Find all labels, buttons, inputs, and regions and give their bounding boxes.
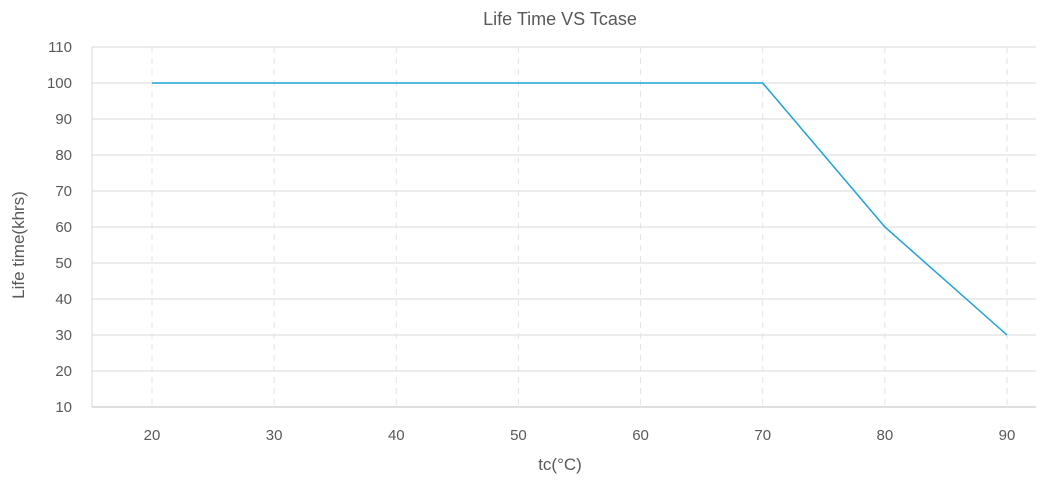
series-line bbox=[152, 82, 1008, 336]
y-tick-label: 110 bbox=[48, 39, 72, 56]
x-tick-labels: 20 30 40 50 60 70 80 90 bbox=[144, 427, 1016, 444]
x-tick-label: 20 bbox=[144, 427, 161, 444]
y-tick-label: 50 bbox=[55, 255, 72, 272]
y-tick-label: 70 bbox=[55, 183, 72, 200]
y-tick-label: 90 bbox=[55, 111, 72, 128]
x-tick-label: 40 bbox=[388, 427, 405, 444]
x-tick-label: 70 bbox=[754, 427, 771, 444]
y-tick-label: 10 bbox=[55, 399, 72, 416]
x-tick-label: 60 bbox=[632, 427, 649, 444]
x-tick-label: 90 bbox=[999, 427, 1016, 444]
grid-lines bbox=[92, 46, 1036, 407]
y-tick-label: 100 bbox=[47, 75, 72, 92]
x-tick-label: 80 bbox=[877, 427, 894, 444]
y-tick-label: 80 bbox=[55, 147, 72, 164]
y-tick-label: 30 bbox=[55, 327, 72, 344]
series-lines bbox=[152, 82, 1008, 336]
chart-title: Life Time VS Tcase bbox=[483, 9, 637, 29]
x-tick-label: 30 bbox=[266, 427, 283, 444]
x-tick-label: 50 bbox=[510, 427, 527, 444]
y-tick-label: 20 bbox=[55, 363, 72, 380]
axes bbox=[91, 47, 1036, 408]
y-axis-title: Life time(khrs) bbox=[9, 191, 28, 299]
y-tick-labels: 10 20 30 40 50 60 70 80 90 100 110 bbox=[47, 39, 72, 416]
y-tick-label: 40 bbox=[55, 291, 72, 308]
y-tick-label: 60 bbox=[55, 219, 72, 236]
x-axis-title: tc(°C) bbox=[538, 455, 582, 474]
